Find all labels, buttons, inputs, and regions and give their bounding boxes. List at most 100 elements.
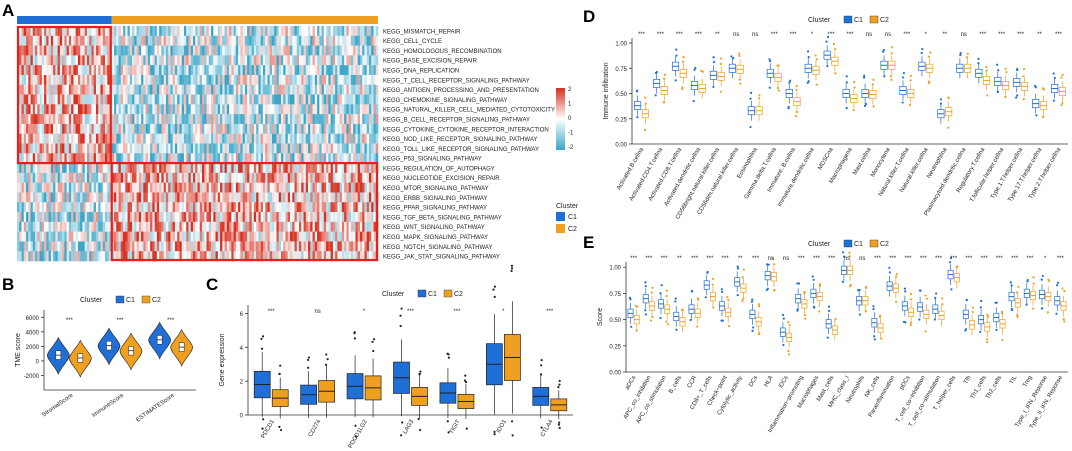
outlier-point <box>888 271 892 274</box>
heatmap-cell <box>357 84 361 95</box>
heatmap-cell <box>68 26 72 37</box>
heatmap-cell <box>332 221 336 232</box>
outlier-point <box>644 313 647 316</box>
heatmap-cell <box>174 182 178 193</box>
heatmap-row-label: KEGG_B_CELL_RECEPTOR_SIGNALING_PATHWAY <box>383 117 530 123</box>
heatmap-cell <box>186 45 189 56</box>
heatmap-cell <box>116 251 119 262</box>
heatmap-cell <box>168 241 171 252</box>
heatmap-cell <box>183 182 187 193</box>
heatmap-cell <box>235 133 239 144</box>
outlier-point <box>848 255 851 258</box>
heatmap-cell <box>317 153 320 164</box>
heatmap-cell <box>195 45 198 56</box>
heatmap-cell <box>359 182 363 193</box>
heatmap-cell <box>323 172 327 183</box>
heatmap-cell <box>35 35 38 46</box>
heatmap-cell <box>211 241 214 252</box>
outlier-point <box>400 434 403 437</box>
heatmap-cell <box>260 84 264 95</box>
heatmap-cell <box>371 45 374 56</box>
heatmap-cell <box>147 84 151 95</box>
heatmap-cell <box>181 241 185 252</box>
heatmap-cell <box>222 202 225 213</box>
heatmap-cell <box>283 241 286 252</box>
heatmap-cell <box>143 84 146 95</box>
heatmap-cell <box>147 133 151 144</box>
heatmap-cell <box>231 212 234 223</box>
heatmap-cell <box>188 133 192 144</box>
heatmap-cell <box>337 65 340 76</box>
heatmap-cell <box>202 231 205 242</box>
heatmap-cell <box>132 153 135 164</box>
heatmap-cell <box>46 241 49 252</box>
heatmap-cell <box>348 231 352 242</box>
heatmap-cell <box>283 163 286 174</box>
heatmap-row-label: KEGG_ERBB_SIGNALING_PATHWAY <box>383 196 487 202</box>
heatmap-cell <box>161 65 164 76</box>
heatmap-cell <box>168 221 171 232</box>
heatmap-cell <box>129 35 133 46</box>
heatmap-cell <box>217 104 221 115</box>
heatmap-cell <box>66 231 70 242</box>
heatmap-cell <box>348 212 352 223</box>
heatmap-cell <box>48 212 52 223</box>
heatmap-cell <box>285 26 289 37</box>
outlier-point <box>539 373 543 376</box>
heatmap-cell <box>317 251 320 262</box>
heatmap-cell <box>371 55 374 66</box>
heatmap-cell <box>44 94 47 105</box>
heatmap-cell <box>44 182 47 193</box>
heatmap-cell <box>319 74 322 86</box>
heatmap-cell <box>64 202 67 213</box>
heatmap-cell <box>271 202 275 213</box>
heatmap-cell <box>308 55 311 66</box>
heatmap-cell <box>305 143 309 154</box>
heatmap-cell <box>46 163 49 174</box>
heatmap-cell <box>231 221 234 232</box>
heatmap-cell <box>348 84 352 95</box>
heatmap-cell <box>120 251 124 262</box>
heatmap-cell <box>123 35 126 46</box>
heatmap-cell <box>170 163 173 174</box>
heatmap-cell <box>276 114 280 125</box>
heatmap-cell <box>344 133 347 144</box>
heatmap-cell <box>328 123 331 135</box>
heatmap-cell <box>127 163 131 174</box>
outlier-point <box>1052 99 1055 102</box>
heatmap-cell <box>321 182 325 193</box>
heatmap-cell <box>177 163 180 174</box>
outlier-point <box>651 315 654 319</box>
heatmap-cell <box>161 172 164 183</box>
heatmap-cell <box>62 114 65 125</box>
outlier-point <box>654 94 657 97</box>
heatmap-cell <box>138 192 142 203</box>
heatmap-cell <box>357 241 361 252</box>
heatmap-cell <box>213 123 216 135</box>
outlier-point <box>1060 103 1063 107</box>
heatmap-cell <box>357 104 361 115</box>
heatmap-cell <box>111 231 115 242</box>
heatmap-cell <box>344 153 347 164</box>
heatmap-cell <box>213 241 216 252</box>
heatmap-cell <box>224 104 228 115</box>
heatmap-cell <box>136 212 140 223</box>
heatmap-cell <box>168 74 171 86</box>
heatmap-cell <box>170 45 173 56</box>
heatmap-cell <box>271 143 275 154</box>
heatmap-cell <box>301 114 304 125</box>
heatmap-cell <box>231 231 234 242</box>
legend-title: Cluster <box>382 291 405 298</box>
heatmap-cell <box>68 192 72 203</box>
heatmap-cell <box>285 84 289 95</box>
heatmap-cell <box>116 192 119 203</box>
heatmap-cell <box>301 65 304 76</box>
heatmap-cell <box>111 182 115 193</box>
heatmap-cell <box>107 35 110 46</box>
heatmap-cell <box>118 45 122 56</box>
heatmap-cell <box>170 133 173 144</box>
heatmap-cell <box>258 172 261 183</box>
heatmap-cell <box>197 241 201 252</box>
heatmap-cell <box>188 202 192 213</box>
